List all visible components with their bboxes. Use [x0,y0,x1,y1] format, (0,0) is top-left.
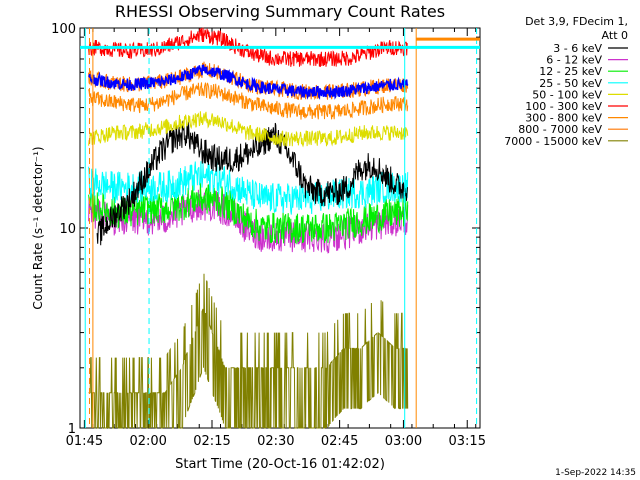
x-tick-label: 02:00 [129,434,166,449]
x-tick-label: 02:45 [321,434,358,449]
legend-label: 100 - 300 keV [525,100,602,113]
y-axis-label: Count Rate (s⁻¹ detector⁻¹) [31,146,45,309]
chart-title: RHESSI Observing Summary Count Rates [115,2,445,21]
x-tick-label: 01:45 [66,434,103,449]
footer-timestamp: 1-Sep-2022 14:35 [555,468,636,478]
y-tick-label: 100 [51,22,76,37]
x-tick-label: 03:15 [449,434,486,449]
series-line [96,121,408,246]
series-line [88,27,409,67]
y-tick-label: 1 [68,422,76,437]
y-tick-label: 10 [59,222,76,237]
legend-label: 25 - 50 keV [539,77,602,90]
x-tick-label: 03:00 [385,434,422,449]
legend-label: 3 - 6 keV [553,42,602,55]
legend-header-line: Att 0 [602,29,628,42]
legend-header-line: Det 3,9, FDecim 1, [525,15,628,28]
x-tick-label: 02:30 [257,434,294,449]
series-line-blue-band [88,64,409,100]
x-tick-label: 02:15 [193,434,230,449]
series-line [88,273,409,429]
series-line [88,82,409,120]
legend-label: 6 - 12 keV [546,54,602,67]
legend-label: 300 - 800 keV [525,112,602,125]
legend-label: 50 - 100 keV [532,88,602,101]
legend-label: 12 - 25 keV [539,65,602,78]
series-line [88,111,409,148]
legend-label: 7000 - 15000 keV [504,135,602,148]
x-axis-label: Start Time (20-Oct-16 01:42:02) [175,457,385,472]
legend-label: 800 - 7000 keV [518,123,602,136]
plot-area: 1 10 100 01:45 02:00 02:15 02:30 02:45 03:00 03:1… [51,22,486,449]
